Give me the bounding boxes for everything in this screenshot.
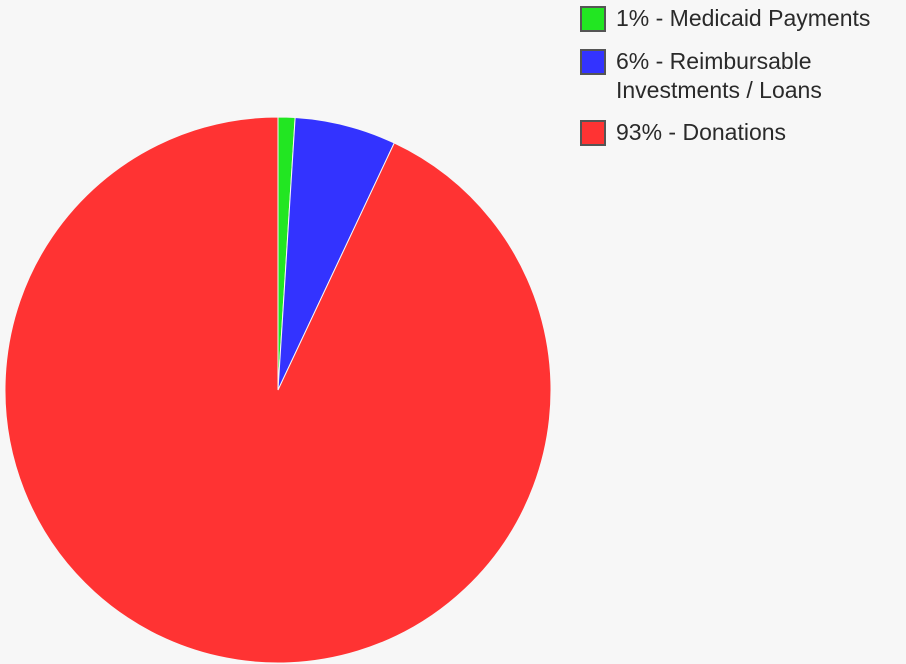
legend-label-medicaid: 1% - Medicaid Payments — [616, 5, 871, 31]
legend-swatch-donations — [580, 120, 606, 146]
legend-swatch-medicaid — [580, 6, 606, 32]
legend-label-donations: 93% - Donations — [616, 119, 787, 145]
legend-item-medicaid: 1% - Medicaid Payments — [578, 4, 904, 33]
legend-label-reimbursable: 6% - Reimbursable Investments / Loans — [616, 48, 822, 103]
legend: 1% - Medicaid Payments 6% - Reimbursable… — [578, 4, 904, 161]
legend-item-reimbursable: 6% - Reimbursable Investments / Loans — [578, 47, 904, 105]
pie-slice-donations — [4, 116, 552, 664]
legend-item-donations: 93% - Donations — [578, 118, 904, 147]
legend-swatch-reimbursable — [580, 49, 606, 75]
